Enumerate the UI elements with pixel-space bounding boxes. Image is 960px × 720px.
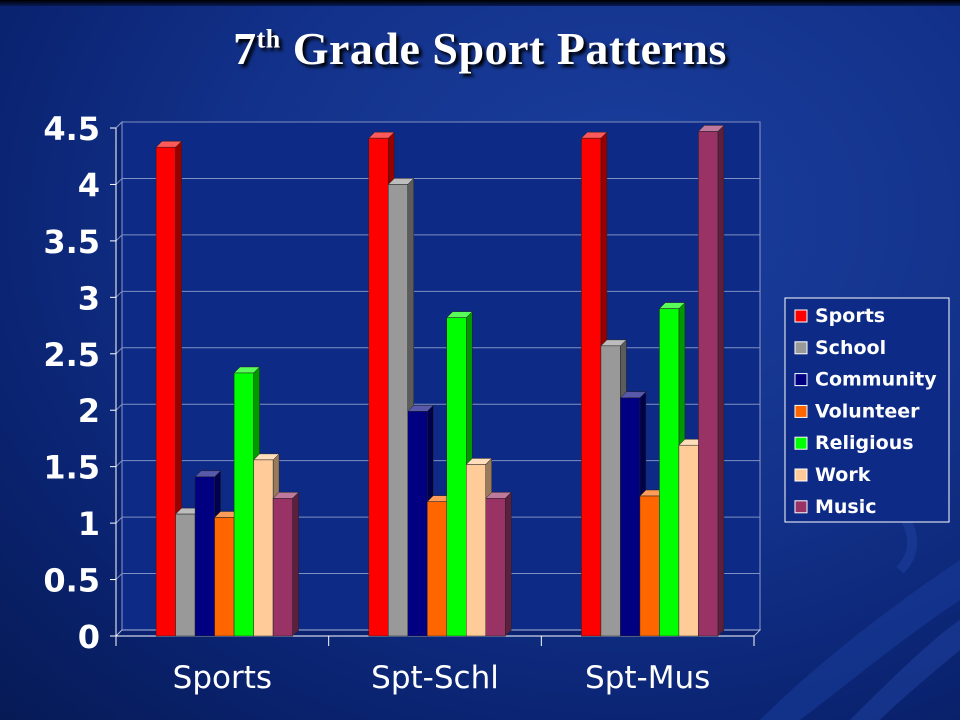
legend-swatch (794, 373, 808, 387)
y-tick-label: 0.5 (43, 562, 100, 600)
x-category-label: Sports (173, 660, 272, 696)
bar-volunteer-spt-mus (639, 495, 660, 637)
legend-label: Music (815, 496, 877, 518)
bar-music-spt-mus (698, 131, 719, 637)
y-tick-label: 4 (78, 166, 100, 204)
bar-school-spt-schl (388, 184, 408, 637)
legend-label: Volunteer (815, 400, 920, 422)
gridline (115, 573, 760, 580)
title-text: Grade Sport Patterns (280, 23, 727, 74)
bar-work-spt-mus (678, 444, 699, 637)
gridline (115, 347, 760, 355)
slide-title: 7th Grade Sport Patterns (0, 22, 960, 75)
title-number: 7 (233, 23, 257, 74)
gridline (115, 177, 760, 185)
gridline (115, 403, 760, 411)
y-tick-label: 1 (78, 505, 100, 543)
y-tick-label: 1.5 (43, 449, 100, 487)
bar-school-sports (175, 513, 196, 637)
bar-music-spt-schl (485, 498, 506, 637)
legend-swatch (794, 500, 808, 514)
y-tick-label: 0 (78, 618, 100, 656)
gridline (115, 516, 760, 524)
bar-sports-spt-schl (368, 137, 389, 637)
bar-side (717, 124, 725, 637)
legend-label: Community (815, 369, 937, 391)
bar-religious-sports (233, 372, 254, 637)
legend-label: School (815, 337, 886, 359)
x-category-label: Spt-Mus (585, 660, 710, 696)
y-tick-label: 3 (78, 279, 100, 317)
title-ordinal-suffix: th (256, 24, 281, 54)
legend-label: Sports (815, 305, 885, 327)
plot-side-wall (115, 120, 123, 638)
legend (784, 297, 950, 523)
bar-volunteer-spt-schl (427, 501, 447, 637)
bar-volunteer-sports (214, 517, 235, 637)
bar-school-spt-mus (600, 345, 621, 637)
y-tick-label: 3.5 (43, 223, 100, 261)
bar-sports-spt-mus (581, 137, 602, 637)
bar-side (505, 491, 512, 637)
bar-religious-spt-mus (659, 308, 680, 637)
gridline (115, 234, 760, 242)
x-category-label: Spt-Schl (371, 660, 499, 696)
bar-community-spt-mus (620, 397, 641, 637)
y-tick-label: 2.5 (43, 336, 100, 374)
y-tick-label: 2 (78, 392, 100, 430)
gridline (115, 121, 760, 129)
bar-religious-spt-schl (446, 317, 467, 637)
bar-community-sports (194, 476, 215, 637)
top-bar (0, 0, 960, 6)
bar-community-spt-schl (407, 411, 428, 637)
legend-swatch (794, 404, 808, 418)
legend-swatch (794, 436, 808, 450)
bar-side (292, 491, 299, 637)
gridline (115, 460, 760, 468)
y-tick-label: 4.5 (43, 110, 100, 148)
legend-label: Work (815, 464, 871, 486)
bar-sports-sports (155, 146, 176, 637)
legend-swatch (794, 309, 808, 323)
bar-work-spt-schl (466, 464, 486, 637)
bar-music-sports (272, 498, 293, 637)
gridline (115, 290, 760, 298)
legend-swatch (794, 468, 808, 482)
legend-swatch (794, 341, 808, 355)
bar-work-sports (253, 459, 274, 637)
legend-label: Religious (815, 432, 914, 454)
